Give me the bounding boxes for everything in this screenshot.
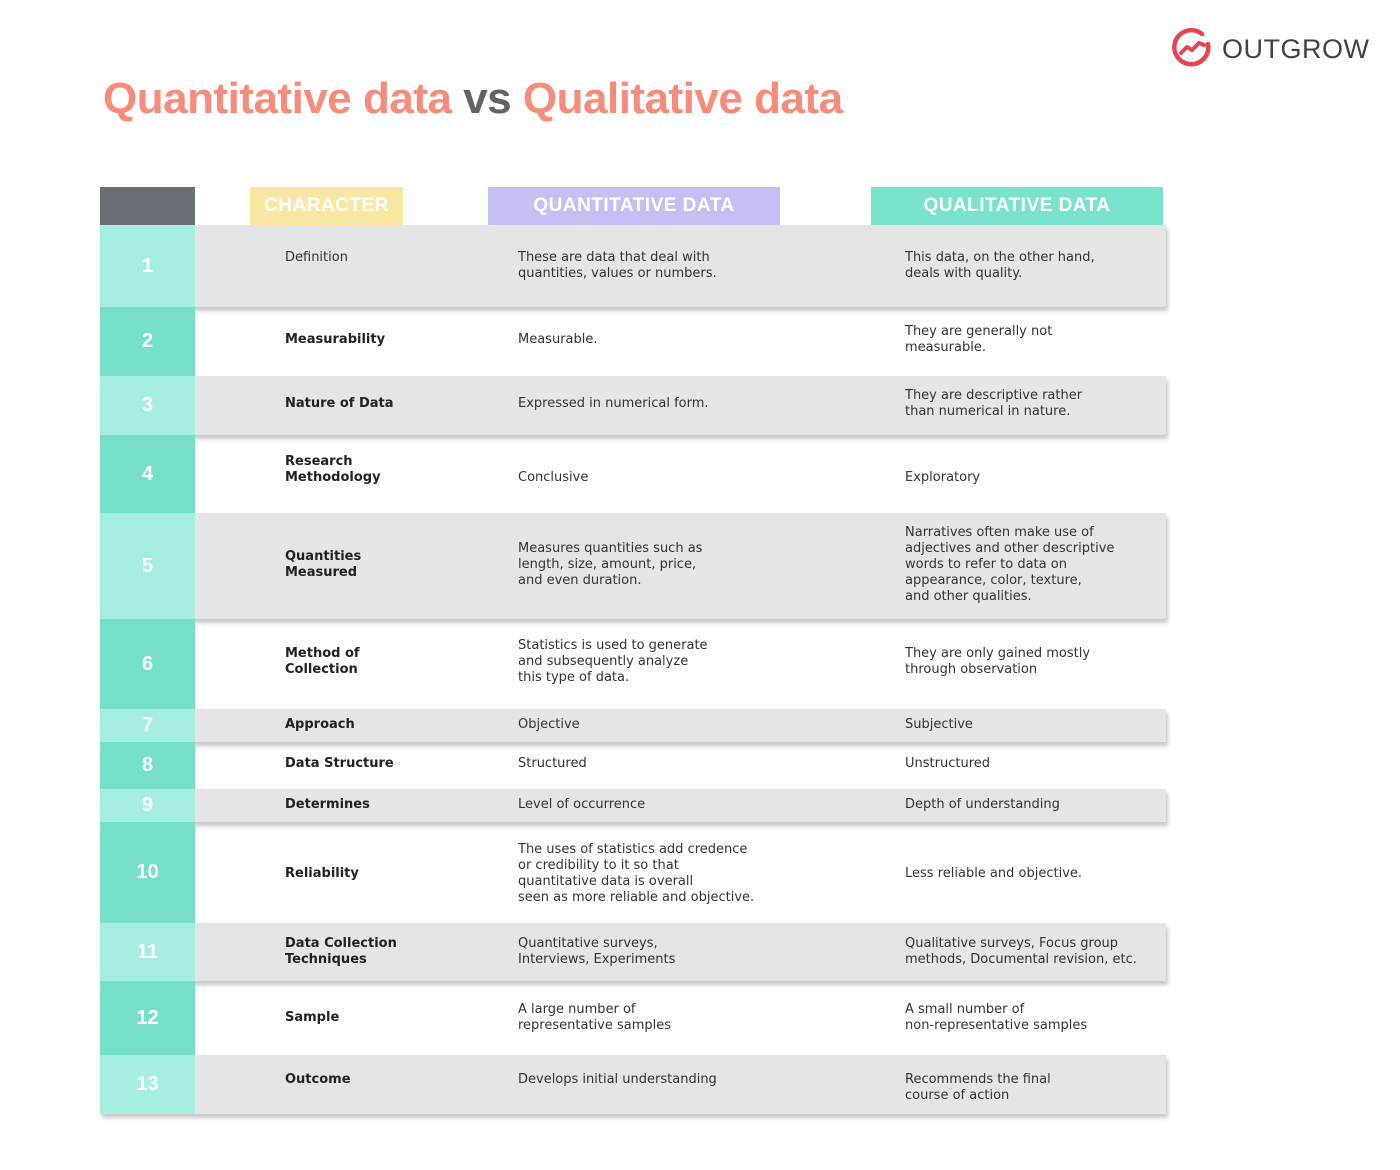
quantitative-cell: Measures quantities such as length, size… <box>518 541 703 588</box>
table-row: 11 Data Collection Techniques Quantitati… <box>100 923 1166 981</box>
qualitative-cell: They are generally not measurable. <box>905 324 1053 355</box>
header-number <box>100 187 195 225</box>
qualitative-cell: This data, on the other hand, deals with… <box>905 250 1095 281</box>
qualitative-cell: Recommends the final course of action <box>905 1072 1051 1103</box>
row-number: 1 <box>100 225 195 307</box>
quantitative-cell: These are data that deal with quantities… <box>518 250 717 281</box>
character-cell: Data Structure <box>285 756 394 771</box>
character-cell: Measurability <box>285 332 386 347</box>
table-row: 5 Quantities Measured Measures quantitie… <box>100 513 1166 619</box>
character-cell: Determines <box>285 797 370 812</box>
table-row: 7 Approach Objective Subjective <box>100 709 1166 742</box>
table-row: 1 Definition These are data that deal wi… <box>100 225 1166 307</box>
row-number: 10 <box>100 822 195 923</box>
qualitative-cell: Exploratory <box>905 470 981 485</box>
quantitative-cell: Statistics is used to generate and subse… <box>518 638 708 685</box>
table-row: 2 Measurability Measurable. They are gen… <box>100 307 1166 376</box>
row-number: 2 <box>100 307 195 376</box>
table-row: 9 Determines Level of occurrence Depth o… <box>100 789 1166 822</box>
header-qualitative: QUALITATIVE DATA <box>871 187 1163 225</box>
row-number: 7 <box>100 709 195 742</box>
character-cell: Sample <box>285 1010 340 1025</box>
header-character: CHARACTER <box>250 187 403 225</box>
row-number: 8 <box>100 742 195 789</box>
row-number: 4 <box>100 435 195 513</box>
title-quantitative: Quantitative data <box>103 74 452 123</box>
row-number: 11 <box>100 923 195 981</box>
character-cell: Nature of Data <box>285 396 394 411</box>
qualitative-cell: Narratives often make use of adjectives … <box>905 525 1115 604</box>
character-cell: Research Methodology <box>285 454 381 485</box>
table-row: 13 Outcome Develops initial understandin… <box>100 1055 1166 1114</box>
quantitative-cell: A large number of representative samples <box>518 1002 672 1033</box>
quantitative-cell: Quantitative surveys, Interviews, Experi… <box>518 936 676 967</box>
title-qualitative: Qualitative data <box>522 74 843 123</box>
character-cell: Data Collection Techniques <box>285 936 397 967</box>
qualitative-cell: They are descriptive rather than numeric… <box>905 388 1083 419</box>
qualitative-cell: Depth of understanding <box>905 797 1060 812</box>
brand-name: OUTGROW <box>1222 33 1370 64</box>
character-cell: Outcome <box>285 1072 351 1087</box>
qualitative-cell: They are only gained mostly through obse… <box>905 646 1091 677</box>
quantitative-cell: Conclusive <box>518 470 589 485</box>
quantitative-cell: The uses of statistics add credence or c… <box>518 842 755 905</box>
character-cell: Quantities Measured <box>285 549 362 580</box>
row-number: 13 <box>100 1055 195 1114</box>
row-number: 6 <box>100 619 195 709</box>
table-row: 12 Sample A large number of representati… <box>100 981 1166 1055</box>
qualitative-cell: Less reliable and objective. <box>905 866 1083 881</box>
table-row: 10 Reliability The uses of statistics ad… <box>100 822 1166 923</box>
row-number: 3 <box>100 376 195 435</box>
qualitative-cell: A small number of non-representative sam… <box>905 1002 1088 1033</box>
quantitative-cell: Measurable. <box>518 332 598 347</box>
quantitative-cell: Develops initial understanding <box>518 1072 717 1087</box>
quantitative-cell: Objective <box>518 717 580 732</box>
character-cell: Reliability <box>285 866 359 881</box>
row-number: 12 <box>100 981 195 1055</box>
quantitative-cell: Structured <box>518 756 587 771</box>
page-title: Quantitative data vs Qualitative data <box>103 74 843 124</box>
outgrow-logo: OUTGROW <box>1172 28 1369 70</box>
qualitative-cell: Qualitative surveys, Focus group methods… <box>905 936 1137 967</box>
character-cell: Method of Collection <box>285 646 360 677</box>
table-row: 3 Nature of Data Expressed in numerical … <box>100 376 1166 435</box>
quantitative-cell: Expressed in numerical form. <box>518 396 709 411</box>
character-cell: Definition <box>285 250 348 265</box>
character-cell: Approach <box>285 717 355 732</box>
row-number: 9 <box>100 789 195 822</box>
qualitative-cell: Subjective <box>905 717 973 732</box>
quantitative-cell: Level of occurrence <box>518 797 646 812</box>
outgrow-logo-icon <box>1172 28 1211 67</box>
header-quantitative: QUANTITATIVE DATA <box>488 187 780 225</box>
table-row: 8 Data Structure Structured Unstructured <box>100 742 1166 789</box>
table-row: 6 Method of Collection Statistics is use… <box>100 619 1166 709</box>
qualitative-cell: Unstructured <box>905 756 991 771</box>
title-vs: vs <box>463 74 512 123</box>
table-row: 4 Research Methodology Conclusive Explor… <box>100 435 1166 513</box>
row-number: 5 <box>100 513 195 619</box>
